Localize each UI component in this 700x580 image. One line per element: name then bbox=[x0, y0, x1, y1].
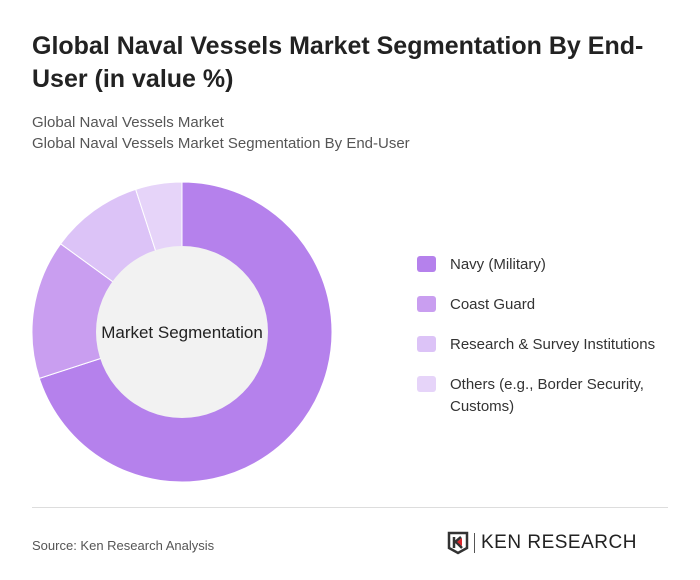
logo-text: KEN RESEARCH bbox=[481, 532, 637, 553]
donut-chart: Market Segmentation bbox=[31, 181, 333, 483]
legend: Navy (Military) Coast Guard Research & Sur… bbox=[417, 254, 680, 436]
donut-center bbox=[96, 246, 268, 418]
legend-item: Research & Survey Institutions bbox=[417, 334, 680, 356]
chart-subtitle-2: Global Naval Vessels Market Segmentation… bbox=[32, 135, 410, 152]
legend-label: Coast Guard bbox=[450, 296, 536, 313]
legend-label: Research & Survey Institutions bbox=[450, 336, 656, 353]
legend-swatch bbox=[417, 336, 436, 352]
legend-swatch bbox=[417, 296, 436, 312]
source-note: Source: Ken Research Analysis bbox=[32, 538, 215, 553]
legend-item: Navy (Military) bbox=[417, 254, 680, 276]
legend-item: Coast Guard bbox=[417, 294, 680, 316]
ken-research-logo: KEN RESEARCH bbox=[447, 531, 637, 555]
legend-label: Others (e.g., Border Security, Customs) bbox=[450, 376, 644, 415]
chart-title: Global Naval Vessels Market Segmentation… bbox=[32, 32, 644, 93]
legend-swatch bbox=[417, 256, 436, 272]
chart-subtitle: Global Naval Vessels Market bbox=[32, 114, 224, 131]
center-label: Market Segmentation bbox=[101, 323, 263, 342]
logo-separator bbox=[474, 533, 475, 553]
logo-shield-icon bbox=[447, 531, 469, 555]
legend-item: Others (e.g., Border Security, Customs) bbox=[417, 374, 680, 418]
divider bbox=[32, 507, 668, 508]
legend-label: Navy (Military) bbox=[450, 256, 546, 273]
legend-swatch bbox=[417, 376, 436, 392]
